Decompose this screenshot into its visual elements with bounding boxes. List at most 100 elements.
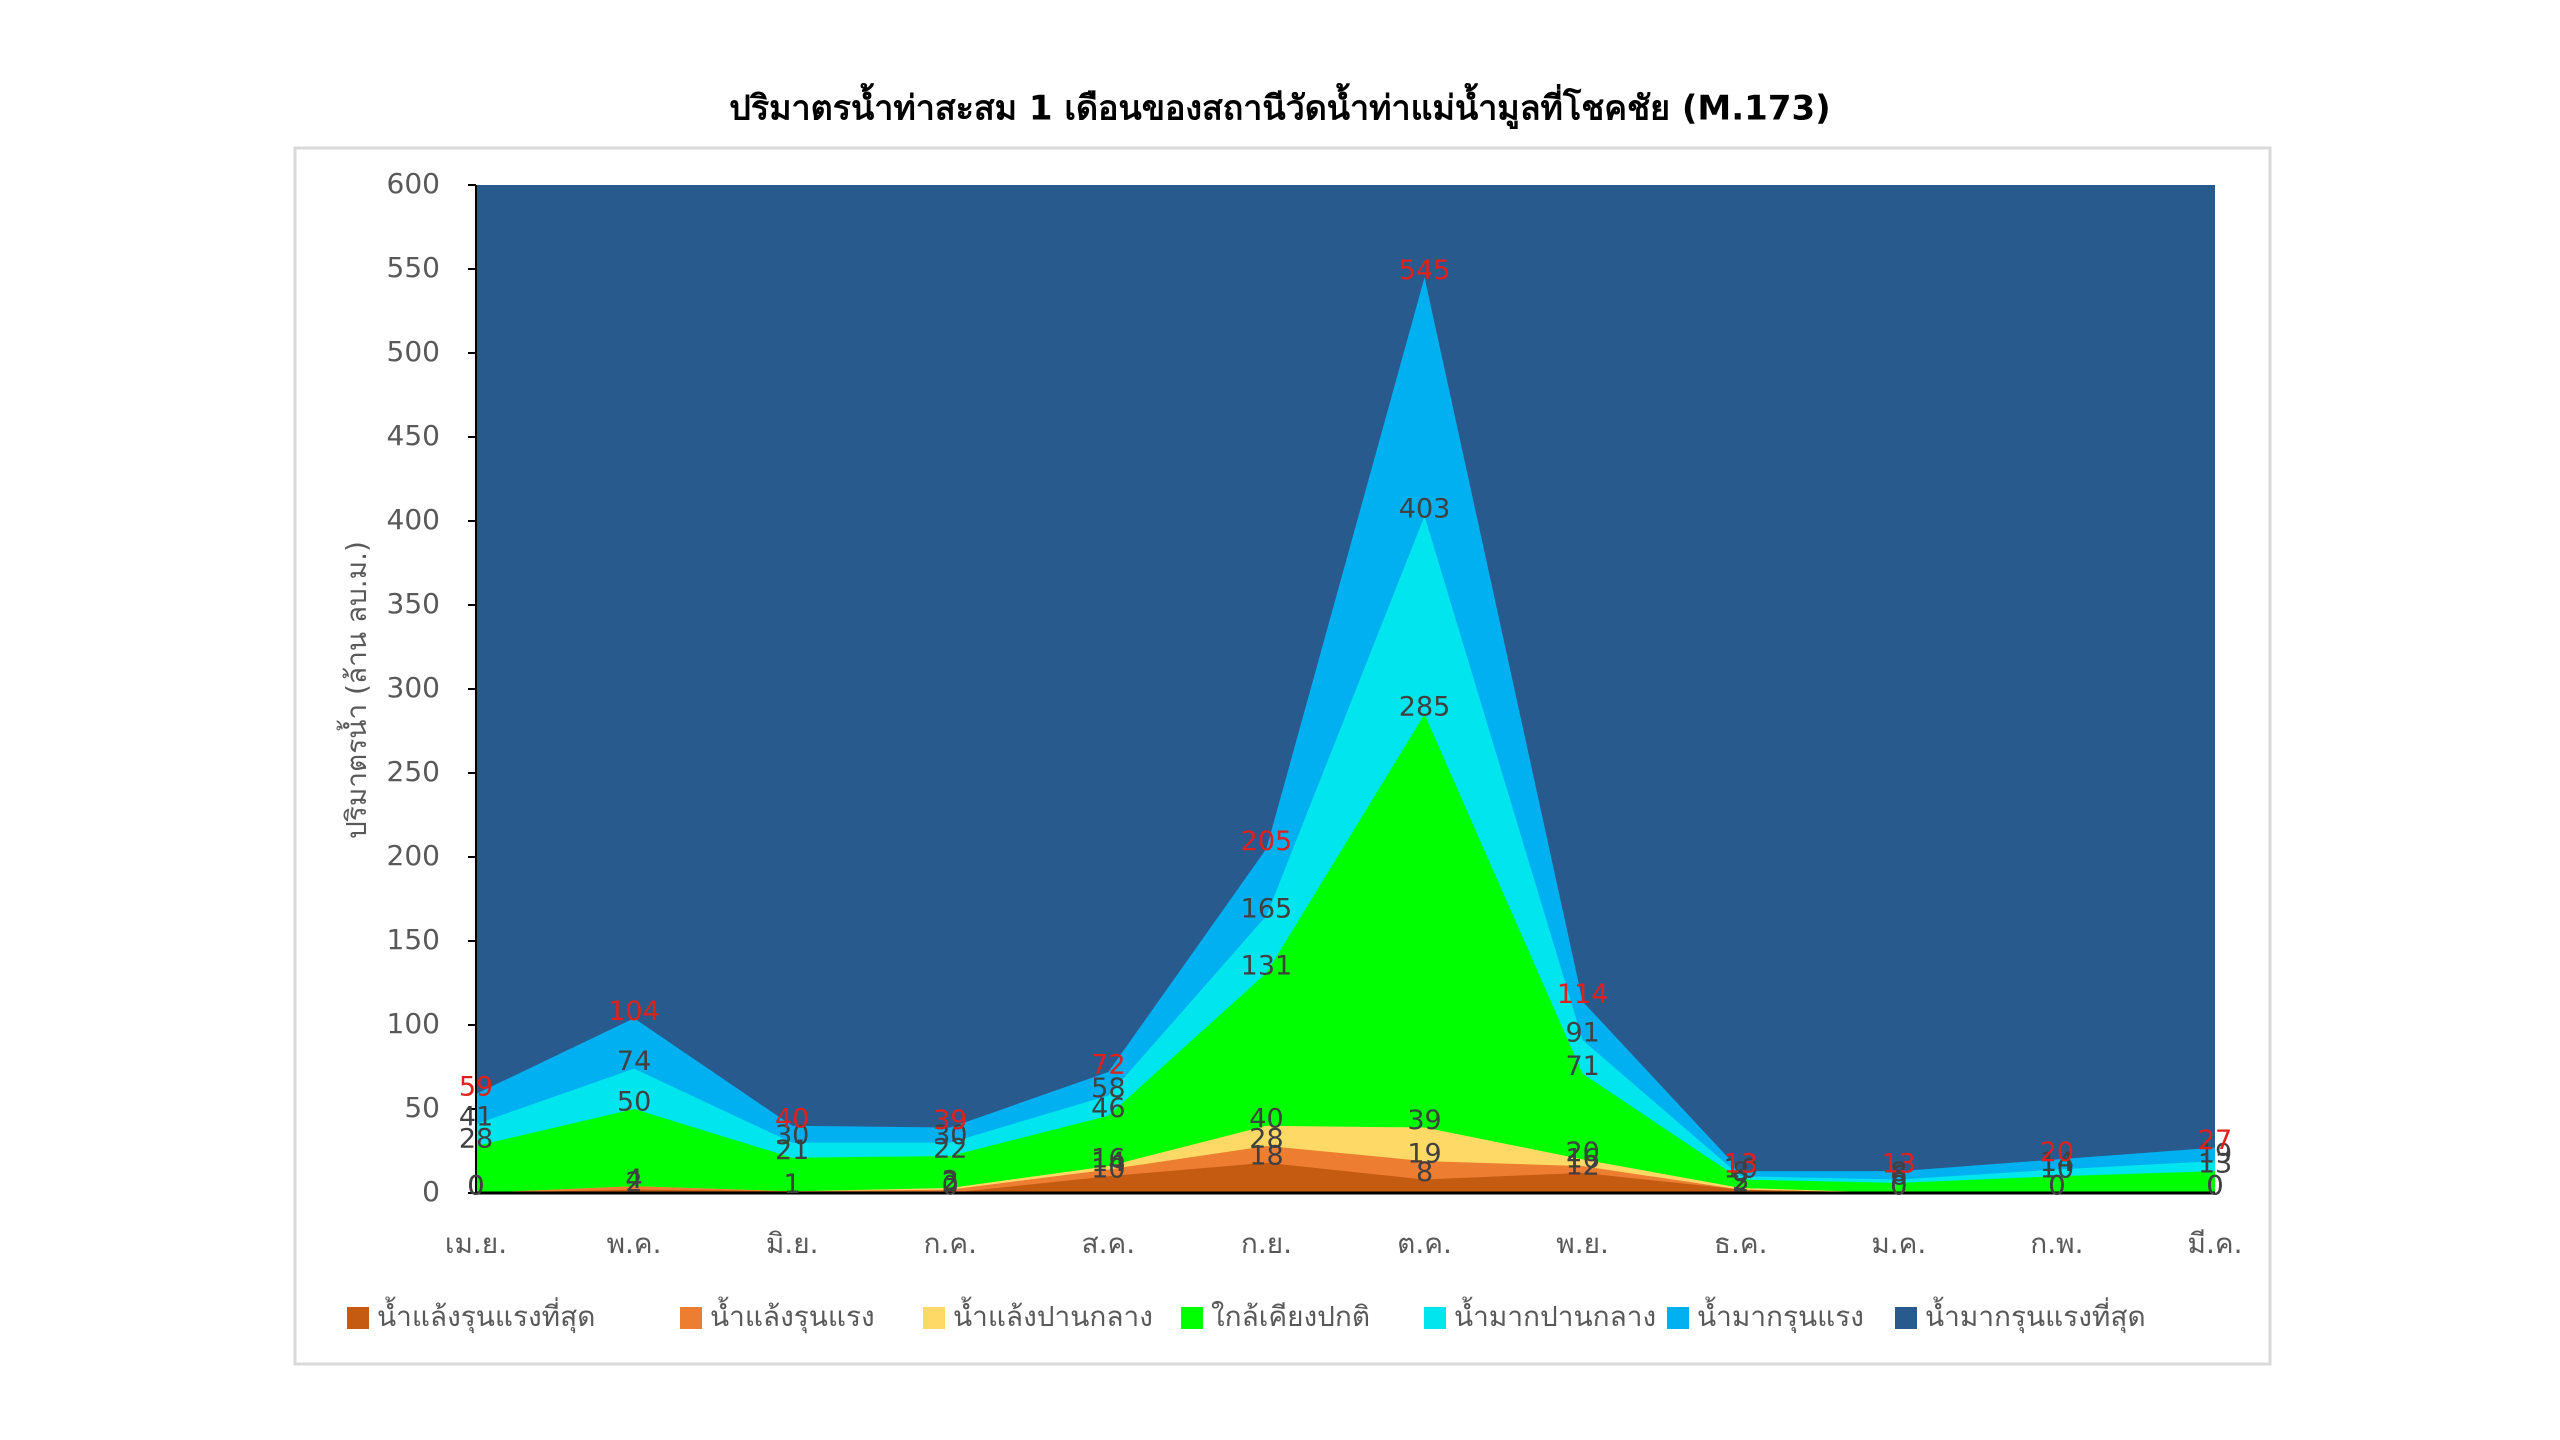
data-label: 41 (459, 1102, 493, 1133)
data-label: 2 (1732, 1167, 1749, 1198)
data-label: 8 (1890, 1157, 1907, 1188)
data-label: 0 (2048, 1171, 2065, 1202)
data-label: 8 (1732, 1157, 1749, 1188)
data-label: 1 (784, 1169, 801, 1200)
x-tick-label: ก.ย. (1241, 1227, 1292, 1260)
legend-swatch (1181, 1307, 1203, 1329)
legend-swatch (1895, 1307, 1917, 1329)
data-label: 91 (1565, 1018, 1599, 1049)
data-label: 3 (1732, 1165, 1749, 1196)
y-tick-label: 100 (387, 1007, 440, 1040)
data-label: 46 (1091, 1093, 1125, 1124)
x-tick-label: ธ.ค. (1714, 1227, 1768, 1260)
x-tick-label: เม.ย. (445, 1227, 507, 1260)
data-label: 1 (784, 1169, 801, 1200)
data-label: 28 (1249, 1123, 1283, 1154)
legend-label: น้ำมากปานกลาง (1454, 1296, 1656, 1333)
y-tick-label: 0 (422, 1175, 440, 1208)
data-label: 0 (2206, 1171, 2223, 1202)
y-tick-label: 600 (387, 167, 440, 200)
legend-label: น้ำแล้งรุนแรง (710, 1296, 875, 1334)
legend-swatch (923, 1307, 945, 1329)
data-label: 30 (775, 1120, 809, 1151)
legend-label: น้ำมากรุนแรงที่สุด (1925, 1296, 2146, 1334)
data-label: 2 (1732, 1167, 1749, 1198)
data-label: 6 (1890, 1160, 1907, 1191)
data-label: 72 (1091, 1050, 1125, 1081)
data-label: 28 (459, 1123, 493, 1154)
data-label: 0 (2048, 1171, 2065, 1202)
data-label: 27 (2198, 1125, 2232, 1156)
legend-swatch (1424, 1307, 1446, 1329)
x-tick-label: ม.ค. (1871, 1227, 1926, 1260)
data-label: 131 (1241, 950, 1293, 981)
data-label: 10 (1724, 1154, 1758, 1185)
y-tick-label: 450 (387, 419, 440, 452)
data-label: 12 (1565, 1150, 1599, 1181)
area (476, 714, 2215, 1193)
legend-label: น้ำแล้งปานกลาง (953, 1296, 1153, 1333)
data-label: 0 (942, 1171, 959, 1202)
data-label: 19 (1407, 1139, 1441, 1170)
data-label: 10 (1091, 1154, 1125, 1185)
data-label: 3 (942, 1165, 959, 1196)
data-label: 0 (467, 1171, 484, 1202)
x-tick-label: ก.พ. (2030, 1227, 2083, 1260)
data-label: 20 (1565, 1137, 1599, 1168)
data-label: 21 (775, 1135, 809, 1166)
data-label: 13 (1882, 1149, 1916, 1180)
data-label: 0 (2206, 1171, 2223, 1202)
legend-swatch (680, 1307, 702, 1329)
data-label: 8 (1416, 1157, 1433, 1188)
data-label: 16 (1091, 1144, 1125, 1175)
data-label: 16 (1565, 1144, 1599, 1175)
y-tick-label: 400 (387, 503, 440, 536)
data-label: 71 (1565, 1051, 1599, 1082)
data-label: 0 (467, 1171, 484, 1202)
y-tick-label: 300 (387, 671, 440, 704)
data-label: 403 (1399, 493, 1451, 524)
data-label: 4 (625, 1164, 642, 1195)
x-tick-label: ส.ค. (1082, 1227, 1136, 1260)
data-label: 50 (617, 1087, 651, 1118)
data-label: 1 (784, 1169, 801, 1200)
data-label: 40 (1249, 1103, 1283, 1134)
data-label: 0 (1890, 1171, 1907, 1202)
legend-swatch (347, 1307, 369, 1329)
area (476, 1162, 2215, 1193)
data-label: 0 (2048, 1171, 2065, 1202)
data-label: 74 (617, 1046, 651, 1077)
chart-title: ปริมาตรน้ำท่าสะสม 1 เดือนของสถานีวัดน้ำท… (729, 83, 1830, 130)
data-label: 10 (2040, 1154, 2074, 1185)
data-label: 14 (1091, 1147, 1125, 1178)
y-tick-label: 350 (387, 587, 440, 620)
x-tick-label: มิ.ย. (766, 1227, 819, 1260)
x-tick-label: ต.ค. (1397, 1227, 1452, 1260)
data-label: 104 (608, 996, 660, 1027)
data-label: 205 (1241, 826, 1293, 857)
data-label: 285 (1399, 692, 1451, 723)
y-tick-label: 50 (404, 1091, 440, 1124)
data-label: 18 (1249, 1140, 1283, 1171)
x-tick-label: พ.ค. (607, 1227, 662, 1260)
data-label: 0 (1890, 1171, 1907, 1202)
data-label: 2 (625, 1167, 642, 1198)
data-label: 59 (459, 1071, 493, 1102)
data-label: 13 (2198, 1149, 2232, 1180)
legend-swatch (1667, 1307, 1689, 1329)
data-label: 20 (2040, 1137, 2074, 1168)
data-label: 14 (2040, 1147, 2074, 1178)
y-tick-label: 150 (387, 923, 440, 956)
data-label: 2 (942, 1167, 959, 1198)
y-axis-title: ปริมาตรน้ำ (ล้าน ลบ.ม.) (336, 541, 373, 839)
data-label: 13 (1724, 1149, 1758, 1180)
y-tick-label: 550 (387, 251, 440, 284)
y-tick-label: 500 (387, 335, 440, 368)
legend-label: ใกล้เคียงปกติ (1211, 1300, 1370, 1333)
legend-label: น้ำมากรุนแรง (1697, 1296, 1864, 1334)
data-label: 19 (2198, 1139, 2232, 1170)
data-label: 114 (1557, 979, 1609, 1010)
y-tick-label: 200 (387, 839, 440, 872)
